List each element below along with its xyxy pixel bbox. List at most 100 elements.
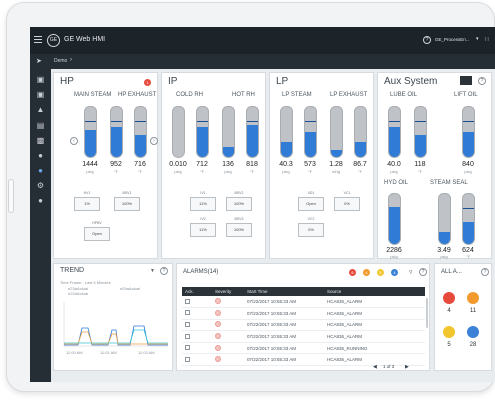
ack-checkbox[interactable]	[185, 310, 190, 316]
help-icon[interactable]: ?	[478, 77, 486, 85]
table-row[interactable]: 07/22/2017 10:55:33 AM HCA836_ALARM	[182, 353, 425, 367]
monitor-icon[interactable]: ▣	[36, 90, 45, 99]
menu-icon[interactable]	[34, 35, 42, 43]
gauge-value: 118	[414, 161, 426, 168]
gauge-value: 136	[222, 161, 234, 168]
valve-status[interactable]: 11%	[190, 197, 216, 211]
user-name[interactable]: GE_ProcessEn...	[435, 37, 470, 42]
filter-icon[interactable]: ▼	[150, 268, 155, 274]
breadcrumb[interactable]: Demo	[54, 58, 68, 64]
gauge-unit: psig	[440, 254, 448, 259]
valve-status[interactable]: 100%	[226, 223, 252, 237]
table-row[interactable]: 07/22/2017 10:55:33 AM HCA836_RUNNING	[182, 342, 425, 355]
settings-icon[interactable]: ⚙	[36, 181, 45, 190]
alarm-count-badge[interactable]: 4	[391, 269, 398, 276]
severity-icon	[215, 309, 221, 316]
prev-page-icon[interactable]: ◀	[373, 364, 377, 370]
group-icon[interactable]: ●	[38, 151, 43, 160]
alarm-source: HCA836_ALARM	[324, 353, 425, 367]
alarm-count-badge[interactable]: 4	[363, 269, 370, 276]
next-page-icon[interactable]: ▶	[405, 364, 409, 370]
alarm-source: HCA836_ALARM	[324, 307, 425, 320]
layers-icon[interactable]: ▩	[36, 136, 45, 145]
gauge-value: 40.0	[387, 161, 401, 168]
sidebar: ▣ ▣ ▲ ▤ ▩ ● ● ⚙ ●	[30, 69, 51, 382]
gauge-setpoint	[463, 208, 474, 209]
gauge-value: 3.49	[437, 247, 451, 254]
legend-item[interactable]: e22aActual	[68, 291, 89, 296]
table-row[interactable]: 07/22/2017 10:55:33 AM HCA836_ALARM	[182, 330, 425, 343]
help-icon[interactable]: ?	[160, 267, 168, 275]
gauge-tank	[84, 106, 97, 158]
trend-series-line	[64, 329, 168, 344]
gauge-setpoint	[389, 121, 400, 122]
filter-icon[interactable]: ▿	[409, 269, 413, 276]
ack-checkbox[interactable]	[185, 345, 190, 351]
valve-status[interactable]: 100%	[114, 197, 140, 211]
users-icon[interactable]: ●	[38, 166, 43, 175]
panel-title: Aux System	[384, 76, 438, 87]
table-row[interactable]: 07/22/2017 10:55:33 AM HCA836_ALARM	[182, 319, 425, 332]
valve-tag: BSV3	[234, 217, 244, 221]
alarm-source: HCA836_ALARM	[324, 330, 425, 343]
ack-checkbox[interactable]	[185, 333, 190, 339]
critical-alarm-icon[interactable]	[443, 292, 455, 304]
document-icon[interactable]: ▤	[36, 121, 45, 130]
valve-tag: HV1	[83, 191, 91, 195]
valve-status[interactable]: 1%	[74, 197, 100, 211]
column-header[interactable]: Start Time	[244, 287, 324, 296]
help-icon[interactable]: ?	[481, 268, 489, 276]
alarm-time: 07/22/2017 10:55:33 AM	[244, 353, 324, 367]
alarm-time: 07/22/2017 10:55:33 AM	[244, 330, 324, 343]
scrollbar[interactable]	[426, 298, 428, 328]
share-icon[interactable]: ➤	[36, 58, 42, 65]
column-header[interactable]: Ack.	[182, 287, 212, 296]
legend-item[interactable]: e23aActual	[68, 286, 89, 291]
alarm-time: 07/22/2017 10:55:33 AM	[244, 296, 324, 309]
legend-item[interactable]: e29aActual	[120, 286, 141, 291]
monitor-icon[interactable]: ▣	[36, 75, 45, 84]
gauge-fill	[135, 134, 146, 157]
ack-checkbox[interactable]	[185, 321, 190, 327]
table-row[interactable]: 07/22/2017 10:55:33 AM HCA836_ALARM	[182, 307, 425, 320]
ack-checkbox[interactable]	[185, 356, 190, 362]
ip-panel: IP COLD RH HOT RH 0.010 712 136 818 psig…	[161, 72, 266, 259]
alarm-count-badge[interactable]: 5	[377, 269, 384, 276]
tablet-frame: GE GE Web HMI ? GE_ProcessEn... ▾ ∷ ➤ De…	[6, 2, 495, 392]
low-alarm-icon[interactable]	[467, 326, 479, 338]
column-header[interactable]: Source	[324, 287, 425, 296]
ack-checkbox[interactable]	[185, 298, 190, 304]
gauge-unit: psig	[390, 254, 398, 259]
user-menu-chevron-icon[interactable]: ▾	[476, 36, 479, 42]
pager-label: 1 of 3	[383, 364, 395, 369]
gauge-unit: °F	[417, 169, 423, 174]
valve-status[interactable]: 0%	[298, 223, 324, 237]
gauge-tank	[354, 106, 367, 158]
valve-status[interactable]: 100%	[226, 197, 252, 211]
column-header[interactable]: Severity	[212, 287, 244, 296]
valve-tag: BSV2	[234, 191, 244, 195]
valve-status[interactable]: Open	[84, 227, 110, 241]
table-row[interactable]: 07/22/2017 10:55:33 AM HCA836_ALARM	[182, 296, 425, 309]
breadcrumb-chevron-icon: ›	[70, 57, 72, 63]
apps-grid-icon[interactable]: ∷	[485, 37, 489, 43]
gauge-unit: °F	[199, 169, 205, 174]
alarm-count-badge[interactable]: 6	[349, 269, 356, 276]
alarm-badge[interactable]: 1	[144, 79, 151, 86]
user-icon[interactable]: ●	[38, 196, 43, 205]
help-icon[interactable]: ?	[423, 36, 431, 44]
valve-status[interactable]: 0%	[334, 197, 360, 211]
medium-alarm-icon[interactable]	[443, 326, 455, 338]
valve-status[interactable]: Open	[298, 197, 324, 211]
help-icon[interactable]: ?	[419, 268, 427, 276]
alarm-icon[interactable]: ▲	[36, 105, 45, 114]
valve-status[interactable]: 11%	[190, 223, 216, 237]
gauge-unit: psig	[86, 169, 94, 174]
gauge-fill	[281, 142, 292, 157]
view-toggle-icon[interactable]	[460, 76, 472, 85]
gauge-label: LP EXHAUST	[330, 92, 368, 98]
valve-tag: BSV1	[122, 191, 132, 195]
high-alarm-icon[interactable]	[467, 292, 479, 304]
left-arrow-icon[interactable]: ‹	[70, 137, 78, 145]
right-arrow-icon[interactable]: ›	[150, 137, 158, 145]
